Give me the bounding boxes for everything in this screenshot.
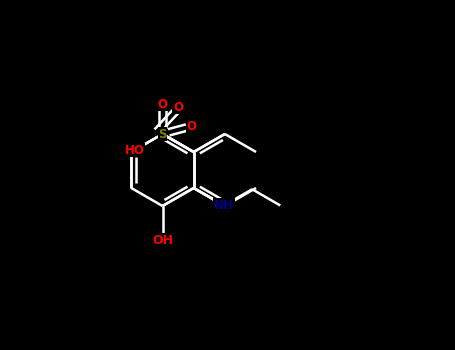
Text: S: S: [158, 127, 167, 140]
Text: O: O: [157, 98, 167, 111]
Text: OH: OH: [152, 233, 173, 246]
Text: O: O: [187, 120, 197, 133]
Text: HO: HO: [124, 144, 144, 157]
Text: NH: NH: [214, 199, 234, 212]
Text: O: O: [173, 101, 183, 114]
